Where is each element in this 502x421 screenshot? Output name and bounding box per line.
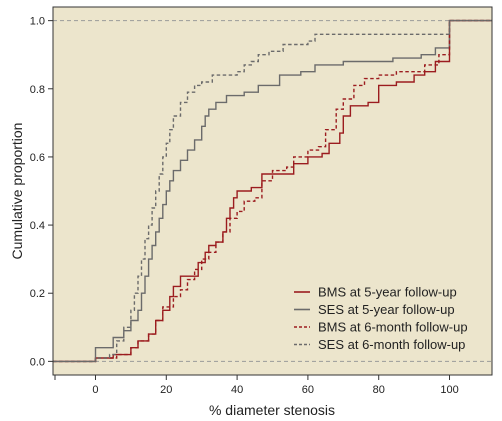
x-axis-title: % diameter stenosis [209, 402, 335, 418]
y-tick-label: 0.8 [30, 84, 45, 96]
y-tick-label: 0.0 [30, 356, 45, 368]
x-tick-label: 80 [373, 384, 385, 396]
legend-label: BMS at 6-month follow-up [318, 320, 468, 335]
plot-frame [52, 6, 493, 376]
legend-label: BMS at 5-year follow-up [318, 285, 457, 300]
x-tick-label: 0 [92, 384, 98, 396]
y-tick-label: 0.6 [30, 152, 45, 164]
legend-label: SES at 5-year follow-up [318, 302, 455, 317]
y-tick-label: 1.0 [30, 16, 45, 28]
y-axis: 0.0 0.2 0.4 0.6 0.8 1.0 [30, 16, 53, 368]
x-tick-label: 60 [302, 384, 314, 396]
legend-label: SES at 6-month follow-up [318, 337, 465, 352]
x-axis: 0 20 40 60 80 100 [54, 375, 459, 396]
reference-lines [53, 20, 492, 362]
series-line-4 [53, 19, 492, 363]
series-layer [53, 19, 492, 363]
y-axis-title: Cumulative proportion [9, 123, 25, 260]
x-tick-label: 40 [231, 384, 243, 396]
plot-background [53, 7, 492, 375]
x-tick-label: 100 [440, 384, 458, 396]
y-tick-label: 0.2 [30, 288, 45, 300]
series-line-3 [53, 19, 492, 363]
y-tick-label: 0.4 [30, 220, 45, 232]
legend: BMS at 5-year follow-up SES at 5-year fol… [294, 285, 468, 352]
series-line-2 [53, 19, 492, 363]
x-tick-label: 20 [160, 384, 172, 396]
